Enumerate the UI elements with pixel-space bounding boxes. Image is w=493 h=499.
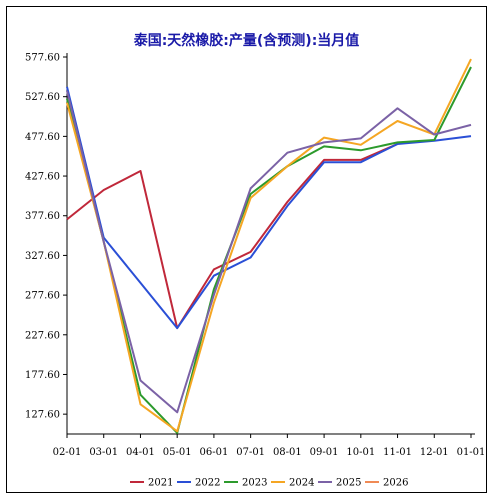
series-line-2025: [66, 90, 472, 414]
x-tick-label: 11-01: [383, 447, 412, 458]
legend-label-2025: 2025: [336, 478, 361, 489]
x-tick-label: 05-01: [163, 447, 192, 458]
y-tick-label: 377.60: [25, 211, 60, 222]
x-tick-label: 10-01: [346, 447, 375, 458]
series-line-2023: [66, 66, 472, 434]
x-tick-label: 07-01: [236, 447, 265, 458]
y-tick-label: 227.60: [25, 330, 60, 341]
x-tick-label: 09-01: [310, 447, 339, 458]
legend-label-2026: 2026: [383, 478, 408, 489]
axes: 127.60 177.60 227.60 277.60 327.60 377.60 427.…: [25, 53, 485, 459]
series-line-2024: [66, 58, 472, 433]
y-tick-label: 327.60: [25, 251, 60, 262]
legend-label-2022: 2022: [195, 478, 220, 489]
series-line-2021: [66, 143, 398, 330]
y-tick-label: 277.60: [25, 291, 60, 302]
legend-label-2023: 2023: [242, 478, 267, 489]
legend-label-2024: 2024: [289, 478, 314, 489]
x-tick-label: 12-01: [420, 447, 449, 458]
x-tick-label: 01-01: [457, 447, 486, 458]
x-tick-label: 06-01: [199, 447, 228, 458]
legend-label-2021: 2021: [148, 478, 173, 489]
series-lines: [66, 58, 472, 434]
y-tick-label: 427.60: [25, 172, 60, 183]
chart-frame: [6, 6, 487, 493]
series-line-2022: [66, 86, 472, 330]
y-tick-label: 127.60: [25, 410, 60, 421]
x-tick-label: 04-01: [126, 447, 155, 458]
y-tick-label: 177.60: [25, 370, 60, 381]
x-tick-label: 02-01: [53, 447, 82, 458]
legend: 2021 2022 2023 2024 2025 2026: [130, 478, 408, 489]
x-tick-label: 08-01: [273, 447, 302, 458]
y-tick-label: 527.60: [25, 92, 60, 103]
y-tick-label: 577.60: [25, 53, 60, 64]
y-tick-label: 477.60: [25, 132, 60, 143]
x-tick-label: 03-01: [89, 447, 118, 458]
chart-title: 泰国:天然橡胶:产量(含预测):当月值: [133, 33, 360, 49]
